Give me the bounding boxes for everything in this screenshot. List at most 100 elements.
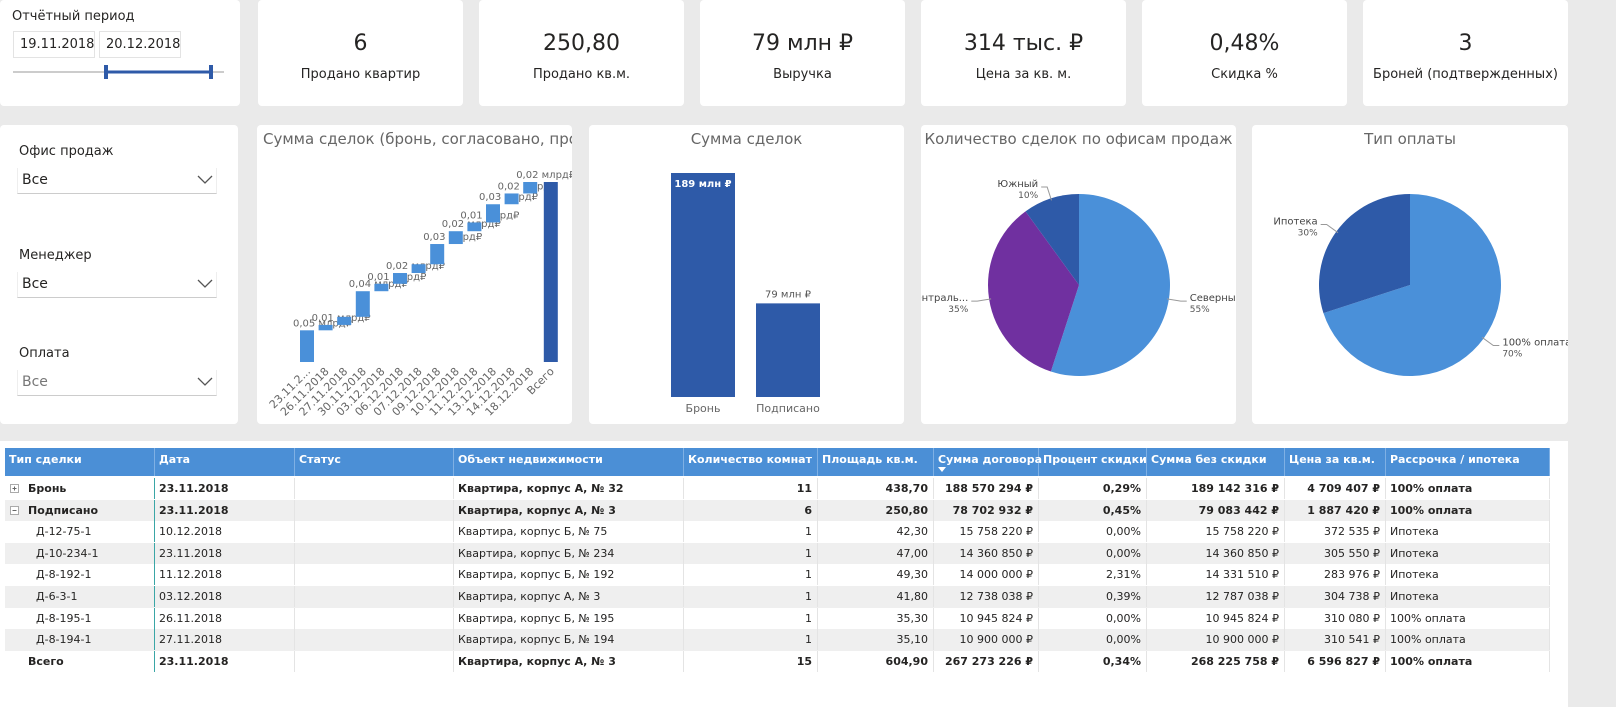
data-label: 0,05 млрд₽ [293, 318, 353, 329]
pie-slice [1319, 194, 1410, 314]
waterfall-bar [504, 193, 519, 205]
table-cell: 14 360 850 ₽ [1147, 542, 1285, 564]
table-cell: 283 976 ₽ [1285, 564, 1386, 586]
chevron [197, 279, 213, 288]
slice-label: Централь... [921, 293, 968, 304]
table-cell: 438,70 [818, 478, 934, 499]
bar [671, 173, 735, 397]
period-panel: Отчётный период 19.11.2018 20.12.2018 [0, 0, 240, 106]
chart-panel: Количество сделок по офисам продаж Северн… [921, 125, 1236, 424]
chevron [197, 377, 213, 386]
date-start[interactable]: 19.11.2018 [13, 31, 95, 58]
chart-title: Сумма сделок [691, 130, 803, 148]
table-cell: 10 900 000 ₽ [934, 629, 1039, 651]
table-cell [295, 478, 454, 499]
dropdown[interactable]: Все [17, 168, 217, 194]
column-header[interactable]: Рассрочка / ипотека [1386, 448, 1550, 476]
kpi-label: Выручка [773, 67, 832, 82]
slice-value: 35% [948, 305, 968, 315]
table-cell: 47,00 [818, 542, 934, 564]
chart-canvas [197, 279, 213, 288]
slice-value: 10% [1018, 191, 1038, 201]
date-end[interactable]: 20.12.2018 [99, 31, 181, 58]
slider-handle [104, 65, 108, 79]
chart-canvas: Количество сделок по офисам продаж Северн… [921, 130, 1236, 376]
table-cell: Квартира, корпус Б, № 192 [454, 564, 684, 586]
table-cell: 1 [684, 629, 818, 651]
kpi-value: 3 [1458, 31, 1473, 56]
dropdown[interactable]: Все [17, 272, 217, 298]
period-title: Отчётный период [12, 9, 135, 24]
table-cell: 6 [684, 499, 818, 521]
column-header[interactable]: Объект недвижимости [454, 448, 684, 476]
chart-canvas [938, 467, 946, 472]
table-cell: 12 787 038 ₽ [1147, 586, 1285, 607]
table-cell: 188 570 294 ₽ [934, 478, 1039, 499]
column-header[interactable]: Цена за кв.м. [1285, 448, 1386, 476]
column-header[interactable]: Площадь кв.м. [818, 448, 934, 476]
x-tick-label: Подписано [756, 402, 820, 415]
dropdown[interactable]: Все [17, 370, 217, 396]
table-row: Бронь 23.11.2018 Квартира, корпус А, № 32 1… [5, 478, 1550, 500]
column-header[interactable]: Сумма договора [934, 448, 1042, 476]
waterfall-bar [300, 330, 314, 362]
column-header[interactable]: Статус [295, 448, 454, 476]
table-cell: 26.11.2018 [155, 607, 295, 629]
chart-panel: Сумма сделок 189 млн ₽ Бронь 79 млн ₽ Подпис… [589, 125, 904, 424]
expand-toggle[interactable] [9, 500, 29, 521]
table-cell: Квартира, корпус Б, № 194 [454, 629, 684, 651]
waterfall-bar [318, 324, 333, 331]
table-cell: 1 [684, 586, 818, 607]
table-cell: 23.11.2018 [155, 478, 295, 499]
table-cell: 1 [684, 521, 818, 543]
table-cell: 1 887 420 ₽ [1285, 499, 1386, 521]
column-header[interactable]: Сумма без скидки [1147, 448, 1285, 476]
table-cell: 03.12.2018 [155, 586, 295, 607]
table-cell: 0,00% [1039, 629, 1147, 651]
waterfall-bar [411, 264, 426, 274]
column-header[interactable]: Количество комнат [684, 448, 818, 476]
table-cell [295, 629, 454, 651]
waterfall-bar [337, 316, 352, 325]
column-header[interactable]: Дата [155, 448, 295, 476]
table-cell: 1 [684, 542, 818, 564]
slice-value: 55% [1190, 305, 1210, 315]
table-cell: 35,30 [818, 607, 934, 629]
table-cell: 49,30 [818, 564, 934, 586]
pie-slice [988, 211, 1079, 372]
chart-canvas: Сумма сделок 189 млн ₽ Бронь 79 млн ₽ Подпис… [671, 130, 820, 415]
table-cell: 1 [684, 607, 818, 629]
table-cell: 310 080 ₽ [1285, 607, 1386, 629]
table-cell: 10 945 824 ₽ [934, 607, 1039, 629]
expand-toggle[interactable] [9, 478, 29, 499]
kpi-value: 250,80 [543, 31, 620, 56]
chart-panel: Тип оплаты 100% оплата 70% Ипотека 30% [1252, 125, 1568, 424]
table-cell: Квартира, корпус А, № 3 [454, 586, 684, 607]
data-label: 189 млн ₽ [674, 179, 731, 190]
leader-line [1320, 223, 1339, 234]
kpi-label: Броней (подтвержденных) [1373, 67, 1558, 82]
column-header[interactable]: Тип сделки [5, 448, 155, 476]
slice-value: 70% [1502, 350, 1522, 360]
kpi-value: 0,48% [1209, 31, 1280, 56]
table-cell: 79 083 442 ₽ [1147, 499, 1285, 521]
table-cell: 14 331 510 ₽ [1147, 564, 1285, 586]
table-row: Д-10-234-1 23.11.2018 Квартира, корпус Б, … [5, 542, 1550, 565]
table-cell: 11.12.2018 [155, 564, 295, 586]
column-header[interactable]: Процент скидки [1039, 448, 1147, 476]
table-cell: 23.11.2018 [155, 499, 295, 521]
table-cell: Квартира, корпус Б, № 234 [454, 542, 684, 564]
table-cell: 267 273 226 ₽ [934, 650, 1039, 672]
kpi-card: 3 Броней (подтвержденных) [1363, 0, 1568, 106]
kpi-card: 314 тыс. ₽ Цена за кв. м. [921, 0, 1126, 106]
table-cell: 0,34% [1039, 650, 1147, 672]
table-cell: 78 702 932 ₽ [934, 499, 1039, 521]
table-cell: 100% оплата [1386, 499, 1550, 521]
table-cell: 10.12.2018 [155, 521, 295, 543]
table-cell [295, 499, 454, 521]
chart-canvas [197, 175, 213, 184]
table-cell: 0,29% [1039, 478, 1147, 499]
table-header [5, 448, 1550, 476]
table-cell: 15 [684, 650, 818, 672]
